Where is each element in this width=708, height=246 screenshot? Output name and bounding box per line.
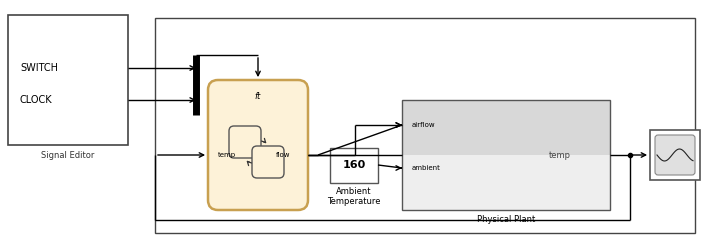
- Bar: [402, 155, 610, 210]
- Text: ft: ft: [255, 92, 261, 101]
- FancyBboxPatch shape: [655, 135, 695, 175]
- FancyBboxPatch shape: [208, 80, 308, 210]
- Text: SWITCH: SWITCH: [20, 63, 58, 73]
- Text: temp: temp: [218, 152, 236, 158]
- FancyBboxPatch shape: [229, 126, 261, 158]
- Bar: [402, 100, 610, 155]
- Text: Signal Editor: Signal Editor: [41, 151, 95, 160]
- Text: ambient: ambient: [412, 165, 441, 171]
- Text: Physical Plant: Physical Plant: [477, 215, 535, 224]
- Text: temp: temp: [549, 151, 571, 159]
- Text: flow: flow: [275, 152, 290, 158]
- Text: Ambient
Temperature: Ambient Temperature: [327, 187, 381, 206]
- Text: CLOCK: CLOCK: [20, 95, 52, 105]
- Bar: [650, 130, 700, 180]
- Text: 160: 160: [343, 160, 365, 170]
- Bar: [8, 15, 128, 145]
- Text: airflow: airflow: [412, 122, 435, 128]
- Bar: [330, 148, 378, 183]
- Bar: [155, 18, 695, 233]
- Bar: [402, 100, 610, 210]
- FancyBboxPatch shape: [252, 146, 284, 178]
